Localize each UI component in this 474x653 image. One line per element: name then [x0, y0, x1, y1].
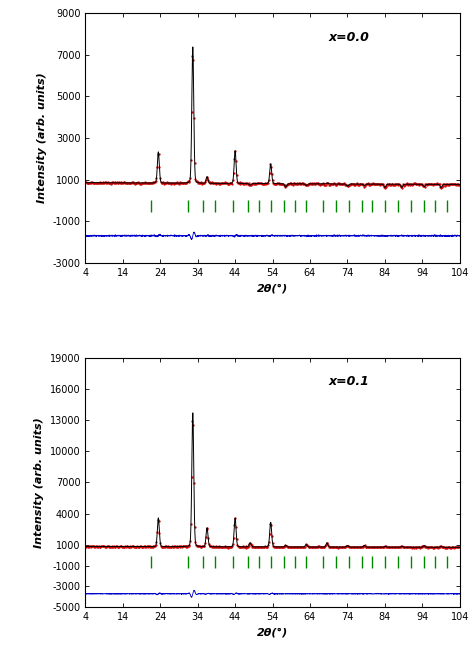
- Y-axis label: Intensity (arb. units): Intensity (arb. units): [37, 72, 47, 203]
- X-axis label: 2θ(°): 2θ(°): [257, 628, 288, 638]
- Y-axis label: Intensity (arb. units): Intensity (arb. units): [34, 417, 44, 548]
- Text: x=0.1: x=0.1: [328, 375, 370, 388]
- Text: x=0.0: x=0.0: [328, 31, 370, 44]
- X-axis label: 2θ(°): 2θ(°): [257, 283, 288, 293]
